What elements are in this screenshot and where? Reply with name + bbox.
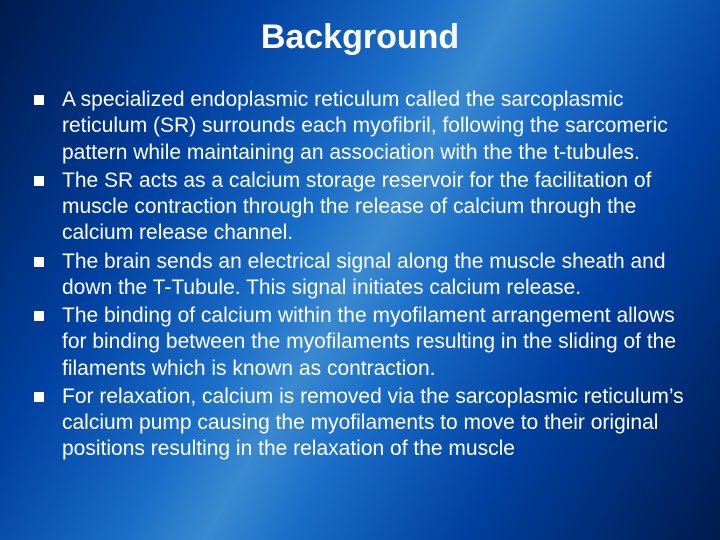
list-item: The brain sends an electrical signal alo…	[34, 249, 690, 302]
bullet-text: A specialized endoplasmic reticulum call…	[62, 87, 690, 166]
bullet-text: For relaxation, calcium is removed via t…	[62, 384, 690, 463]
list-item: A specialized endoplasmic reticulum call…	[34, 87, 690, 166]
slide-body: A specialized endoplasmic reticulum call…	[30, 87, 690, 463]
bullet-text: The binding of calcium within the myofil…	[62, 303, 690, 382]
bullet-icon	[34, 257, 44, 267]
bullet-icon	[34, 392, 44, 402]
slide: Background A specialized endoplasmic ret…	[0, 0, 720, 540]
bullet-icon	[34, 176, 44, 186]
list-item: For relaxation, calcium is removed via t…	[34, 384, 690, 463]
bullet-icon	[34, 311, 44, 321]
slide-title: Background	[30, 18, 690, 57]
bullet-icon	[34, 95, 44, 105]
bullet-text: The SR acts as a calcium storage reservo…	[62, 168, 690, 247]
list-item: The SR acts as a calcium storage reservo…	[34, 168, 690, 247]
list-item: The binding of calcium within the myofil…	[34, 303, 690, 382]
bullet-text: The brain sends an electrical signal alo…	[62, 249, 690, 302]
